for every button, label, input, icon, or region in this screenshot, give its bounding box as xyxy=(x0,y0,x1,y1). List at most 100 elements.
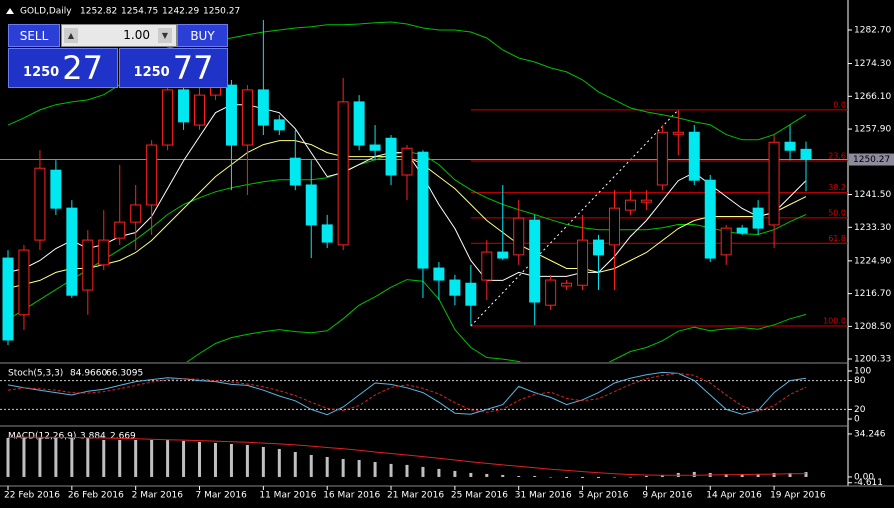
macd-bar xyxy=(325,457,329,477)
candle-body xyxy=(561,282,573,287)
candle-body xyxy=(98,239,110,266)
candle-body xyxy=(162,89,174,146)
stoch-signal-label: 66.3095 xyxy=(106,369,143,379)
candle-body xyxy=(800,148,812,161)
candle-body xyxy=(736,227,748,234)
macd-bar xyxy=(517,475,521,477)
candle-body xyxy=(433,267,445,281)
candle-body xyxy=(257,89,269,126)
candle-body xyxy=(225,84,237,146)
candle-body xyxy=(194,94,206,126)
candle-body xyxy=(66,207,78,296)
macd-bar xyxy=(373,462,377,477)
lots-field[interactable]: ▲ 1.00 ▼ xyxy=(61,24,177,47)
macd-bar xyxy=(644,475,648,477)
ask-pips: 77 xyxy=(172,49,214,87)
macd-bar xyxy=(70,437,74,477)
x-tick-label: 19 Apr 2016 xyxy=(770,491,826,501)
ask-big: 1250 xyxy=(133,65,170,80)
macd-signal-label: 2.669 xyxy=(110,432,136,442)
bid-pips: 27 xyxy=(62,49,103,87)
buy-button[interactable]: BUY xyxy=(177,24,228,47)
candle-body xyxy=(178,89,190,123)
macd-bar xyxy=(756,473,760,477)
macd-bar xyxy=(660,474,664,477)
header-close: 1250.27 xyxy=(203,7,240,17)
candle-body xyxy=(273,119,285,131)
symbol-icon xyxy=(6,8,14,14)
y-tick-label: 0 xyxy=(854,415,860,425)
macd-bar xyxy=(357,460,361,477)
lots-value[interactable]: 1.00 xyxy=(123,28,150,42)
price-label-box xyxy=(849,153,894,166)
macd-bar xyxy=(293,451,297,477)
lots-up[interactable]: ▼ xyxy=(158,28,172,43)
macd-bar xyxy=(198,441,202,477)
x-tick-label: 26 Feb 2016 xyxy=(68,491,124,501)
symbol: GOLD,Daily xyxy=(20,7,72,17)
candle-body xyxy=(688,131,700,181)
macd-bar xyxy=(421,466,425,477)
macd-bar xyxy=(628,476,632,478)
stoch-signal xyxy=(7,372,807,413)
candle-body xyxy=(449,279,461,296)
candle-body xyxy=(784,141,796,151)
macd-main-label: 3.884 xyxy=(80,432,106,442)
candle-body xyxy=(593,239,605,256)
header-low: 1242.29 xyxy=(162,7,199,17)
macd-bar xyxy=(453,470,457,477)
candle-body xyxy=(146,144,158,206)
candle-body xyxy=(82,239,94,291)
candle-body xyxy=(640,199,652,203)
lots-down[interactable]: ▲ xyxy=(64,28,78,43)
candle-body xyxy=(704,179,716,259)
candle-body xyxy=(529,219,541,303)
macd-bar xyxy=(22,437,26,477)
sell-button[interactable]: SELL xyxy=(8,24,60,47)
ask-box[interactable]: 1250 77 xyxy=(119,48,228,88)
fib-label: 50.0 xyxy=(828,208,846,217)
y-tick-label: 1233.30 xyxy=(854,223,891,233)
macd-bar xyxy=(772,472,776,477)
y-tick-label: 1208.50 xyxy=(854,322,891,332)
candle-body xyxy=(752,207,764,229)
macd-bar xyxy=(612,476,616,478)
y-tick-label: 100 xyxy=(854,367,871,377)
x-tick-label: 31 Mar 2016 xyxy=(515,491,572,501)
y-tick-label: 80 xyxy=(854,376,866,386)
macd-bar xyxy=(134,439,138,477)
x-tick-label: 14 Apr 2016 xyxy=(706,491,762,501)
bid-box[interactable]: 1250 27 xyxy=(8,48,118,88)
stoch-title: Stoch(5,3,3) xyxy=(8,369,63,379)
macd-bar xyxy=(86,437,90,477)
candle-body xyxy=(130,204,142,223)
candle-body xyxy=(768,141,780,226)
y-tick-label: 34.246 xyxy=(854,429,886,439)
candle-body xyxy=(353,101,365,146)
macd-bar xyxy=(102,439,106,477)
stoch-main xyxy=(7,371,807,416)
x-tick-label: 16 Mar 2016 xyxy=(323,491,380,501)
macd-signal xyxy=(7,436,807,476)
macd-bar xyxy=(166,439,170,477)
x-tick-label: 9 Apr 2016 xyxy=(642,491,692,501)
fib-label: 23.6 xyxy=(828,152,846,161)
x-tick-label: 5 Apr 2016 xyxy=(579,491,629,501)
macd-bar xyxy=(788,472,792,477)
stoch-main-label: 84.9660 xyxy=(70,369,107,379)
y-tick-label: 1224.90 xyxy=(854,256,891,266)
macd-bar xyxy=(581,476,585,478)
macd-bar xyxy=(213,442,217,477)
y-tick-label: 20 xyxy=(854,405,866,415)
candle-body xyxy=(608,207,620,246)
header-open: 1252.82 xyxy=(80,7,117,17)
y-tick-label: 1274.30 xyxy=(854,59,891,69)
candle-body xyxy=(2,257,14,341)
candle-body xyxy=(624,199,636,211)
macd-bar xyxy=(597,476,601,478)
candle-body xyxy=(465,282,477,306)
macd-bar xyxy=(54,437,58,477)
candle-body xyxy=(369,144,381,151)
bid-big: 1250 xyxy=(23,65,60,80)
